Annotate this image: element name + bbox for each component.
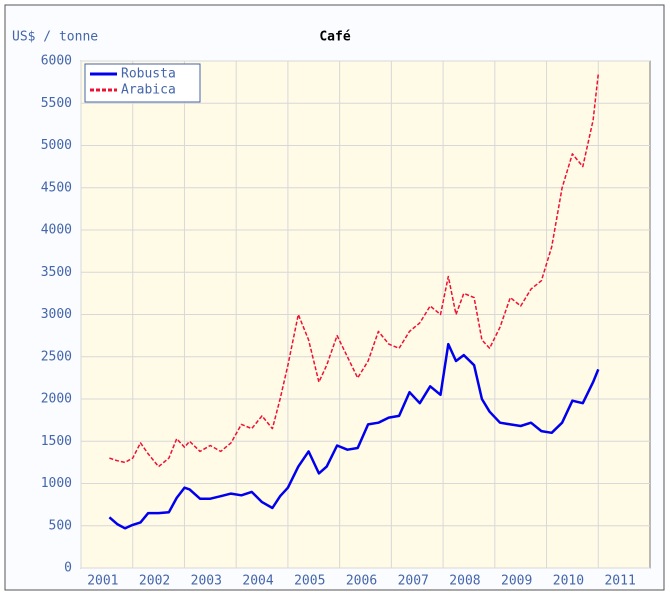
- legend-label: Arabica: [121, 83, 176, 98]
- x-tick-label: 2011: [604, 574, 635, 589]
- y-tick-label: 3500: [41, 265, 72, 280]
- x-tick-label: 2003: [191, 574, 222, 589]
- y-tick-label: 6000: [41, 54, 72, 69]
- x-tick-label: 2002: [139, 574, 170, 589]
- legend-label: Robusta: [121, 67, 176, 82]
- y-tick-label: 5500: [41, 96, 72, 111]
- x-tick-label: 2004: [242, 574, 273, 589]
- x-tick-label: 2009: [501, 574, 532, 589]
- x-tick-label: 2010: [553, 574, 584, 589]
- y-tick-label: 1500: [41, 434, 72, 449]
- y-tick-label: 1000: [41, 476, 72, 491]
- y-tick-label: 3000: [41, 307, 72, 322]
- x-tick-label: 2006: [346, 574, 377, 589]
- y-tick-label: 5000: [41, 138, 72, 153]
- x-tick-label: 2001: [87, 574, 118, 589]
- line-robusta: [108, 342, 600, 530]
- y-tick-label: 2500: [41, 349, 72, 364]
- line-arabica: [109, 73, 600, 468]
- chart-title: Café: [319, 30, 350, 45]
- y-tick-label: 0: [64, 561, 72, 576]
- y-tick-label: 4500: [41, 180, 72, 195]
- x-tick-label: 2005: [294, 574, 325, 589]
- y-axis-label: US$ / tonne: [12, 30, 98, 45]
- y-tick-label: 4000: [41, 223, 72, 238]
- legend-box: [84, 63, 201, 103]
- x-tick-label: 2008: [449, 574, 480, 589]
- y-tick-label: 500: [49, 518, 72, 533]
- x-tick-label: 2007: [398, 574, 429, 589]
- y-tick-label: 2000: [41, 392, 72, 407]
